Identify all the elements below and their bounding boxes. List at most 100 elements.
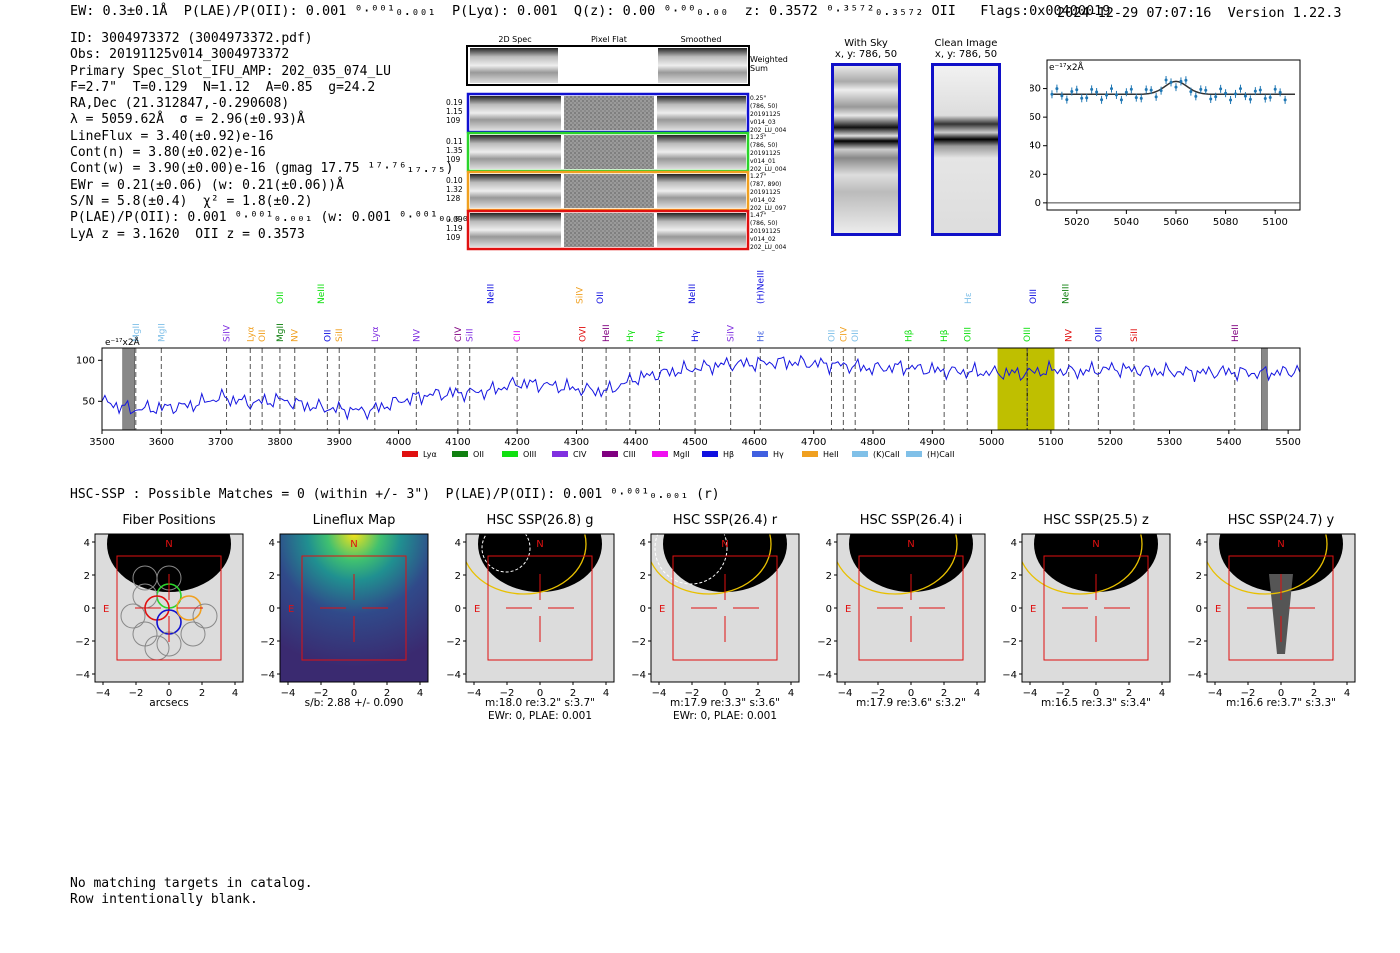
line-marker-label: OII: [851, 330, 861, 342]
stamp-image: N E −4 −2 0 2 4 4 2 0 −2 −4: [75, 533, 244, 699]
stamp-image: N E −4 −2 0 2 4 4 2 0 −2 −4: [260, 533, 429, 699]
zoom-point: [1204, 88, 1208, 92]
info-line: P(LAE)/P(OII): 0.001 ⁰·⁰⁰¹₀.₀₀₁ (w: 0.00…: [70, 210, 485, 226]
spectrum-x-tick: 4600: [742, 437, 767, 448]
stamp-y-tick: −2: [446, 637, 461, 648]
cutout-2d-spec: [470, 96, 561, 130]
stamp-y-tick: −2: [260, 637, 275, 648]
spectrum-x-tick: 4400: [623, 437, 648, 448]
info-line: F=2.7" T=0.129 N=1.12 A=0.85 g=24.2: [70, 79, 376, 95]
upper-line-label: OII: [276, 292, 286, 304]
with-sky-image: [831, 63, 901, 236]
stamp-x-tick: 0: [166, 688, 172, 699]
stamp-y-tick: 4: [84, 538, 90, 549]
col-title-2d-spec: 2D Spec: [498, 35, 531, 44]
zoom-point: [1189, 90, 1193, 94]
fiber-circle: [192, 603, 218, 629]
cutout-row-meta: 202_LU_004: [750, 166, 787, 173]
cutout-row-stat: 0.09: [446, 215, 463, 224]
cutout-row-stat: 1.19: [446, 224, 463, 233]
stamp-x-tick: 0: [908, 688, 914, 699]
line-marker-label: SiII: [1130, 328, 1140, 342]
stamp-title: Fiber Positions: [122, 513, 216, 528]
info-line: LyA z = 3.1620 OII z = 0.3573: [70, 226, 305, 242]
line-marker-label: HeII: [602, 324, 612, 342]
stamp-y-tick: 0: [640, 604, 646, 615]
spectrum-x-tick: 4300: [564, 437, 589, 448]
cutout-smoothed: [657, 213, 746, 247]
stamp-x-tick: 0: [722, 688, 728, 699]
zoom-point: [1273, 87, 1277, 91]
cutout-row-meta: v014_02: [750, 197, 776, 204]
stamp-x-tick: 2: [1126, 688, 1132, 699]
spectrum-x-tick: 3700: [208, 437, 233, 448]
info-line: EWr = 0.21(±0.06) (w: 0.21(±0.06))Å: [70, 177, 344, 193]
cutout-row-meta: 1.23": [750, 134, 766, 141]
zoom-plot-area: [1046, 59, 1301, 211]
zoom-point: [1234, 92, 1238, 96]
zoom-point: [1060, 94, 1064, 98]
legend-label: OIII: [523, 450, 536, 459]
stamp-title: HSC SSP(26.8) g: [486, 513, 594, 528]
legend-label: MgII: [673, 450, 690, 459]
zoom-point: [1253, 89, 1257, 93]
spectrum-x-tick: 4000: [386, 437, 411, 448]
zoom-point: [1159, 89, 1163, 93]
spectrum-x-tick: 5100: [1038, 437, 1063, 448]
stamp-caption: m:16.6 re:3.7" s:3.3": [1187, 697, 1375, 710]
stamp-x-tick: 2: [384, 688, 390, 699]
cutout-row-stat: 109: [446, 116, 461, 125]
cutout-row-stat: 1.32: [446, 185, 463, 194]
legend-swatch: [852, 451, 868, 457]
stamp-caption-line: m:16.6 re:3.7" s:3.3": [1226, 697, 1336, 709]
spectra-cutouts: 2D Spec Pixel Flat Smoothed Weighted Sum…: [446, 35, 788, 251]
stamp-caption: m:17.9 re:3.6" s:3.2": [817, 697, 1005, 710]
line-marker-label: CIV: [454, 326, 464, 342]
aperture-box: [858, 555, 964, 661]
legend-swatch: [402, 451, 418, 457]
spectrum-x-tick: 5000: [979, 437, 1004, 448]
stamp-title: Lineflux Map: [312, 513, 396, 528]
aperture-circle: [481, 534, 531, 573]
east-label: E: [288, 604, 294, 615]
stamp-title: HSC SSP(26.4) i: [859, 513, 963, 528]
line-marker-label: Hγ: [691, 329, 701, 342]
spectrum-line: [101, 354, 1301, 421]
spectrum-x-tick: 4100: [445, 437, 470, 448]
zoom-point: [1258, 88, 1262, 92]
stamp-y-tick: 4: [1196, 538, 1202, 549]
cutout-pixel-flat: [564, 174, 654, 208]
zoom-point: [1055, 87, 1059, 91]
east-label: E: [1030, 604, 1036, 615]
cutout-pixel-flat: [564, 96, 654, 130]
stamp-caption-line: m:17.9 re:3.3" s:3.6": [670, 697, 780, 709]
upper-line-label: (H)NeIII: [756, 270, 766, 304]
stamp-caption: m:16.5 re:3.3" s:3.4": [1002, 697, 1190, 710]
fiber-circle: [180, 621, 206, 647]
line-marker-label: Hβ: [905, 329, 915, 342]
legend-swatch: [906, 451, 922, 457]
stamp-x-tick: −4: [838, 688, 853, 699]
stamp-x-tick: 4: [1159, 688, 1165, 699]
zoom-point: [1238, 87, 1242, 91]
north-label: N: [1277, 539, 1284, 550]
spectrum-x-tick: 5300: [1157, 437, 1182, 448]
cutout-row-meta: 20191125: [750, 150, 781, 157]
legend-swatch: [502, 451, 518, 457]
line-marker-label: Lyα: [246, 326, 256, 342]
col-title-smoothed: Smoothed: [681, 35, 722, 44]
line-marker-label: NV: [412, 328, 422, 342]
stamp-x-tick: −2: [1056, 688, 1071, 699]
legend-label: CIII: [623, 450, 636, 459]
cutout-row-meta: 20191125: [750, 111, 781, 118]
stamp-x-tick: 0: [537, 688, 543, 699]
upper-line-label: NeIII: [486, 284, 496, 304]
zoom-point: [1219, 87, 1223, 91]
cutout-row-meta: 1.27": [750, 173, 766, 180]
stamp-x-tick: −2: [500, 688, 515, 699]
cutout-row-meta: v014_02: [750, 236, 776, 243]
upper-line-label: SiIV: [575, 286, 585, 304]
clean-image-title: Clean Image x, y: 786, 50: [926, 38, 1006, 60]
line-marker-label: OII: [827, 330, 837, 342]
zoom-point: [1283, 98, 1287, 102]
